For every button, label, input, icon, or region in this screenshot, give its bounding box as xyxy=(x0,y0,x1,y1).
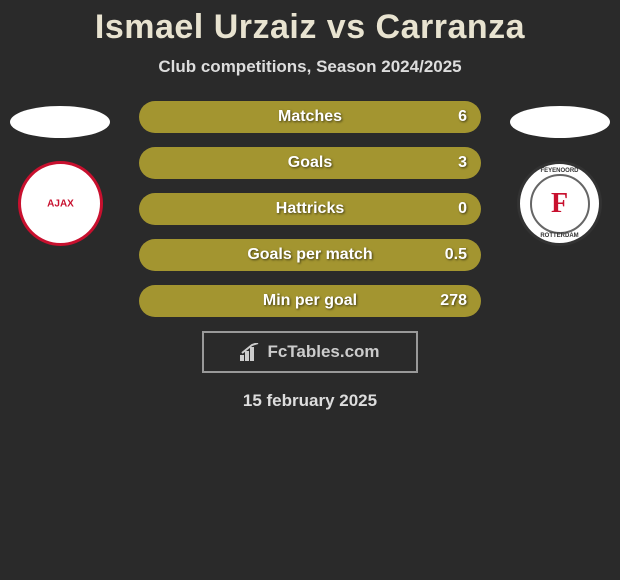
stat-value-right: 0.5 xyxy=(445,246,467,264)
stat-label: Hattricks xyxy=(276,200,344,218)
stat-value-right: 0 xyxy=(458,200,467,218)
stat-value-right: 6 xyxy=(458,108,467,126)
right-ellipse xyxy=(510,106,610,138)
page-title: Ismael Urzaiz vs Carranza xyxy=(0,0,620,47)
stat-bar-min-per-goal: Min per goal 278 xyxy=(139,285,481,317)
stat-bar-goals: Goals 3 xyxy=(139,147,481,179)
stat-bar-goals-per-match: Goals per match 0.5 xyxy=(139,239,481,271)
watermark-text: FcTables.com xyxy=(267,342,379,362)
ajax-badge-text: AJAX xyxy=(47,198,74,209)
stat-bars: Matches 6 Goals 3 Hattricks 0 Goals per … xyxy=(139,101,481,317)
subtitle: Club competitions, Season 2024/2025 xyxy=(0,57,620,77)
stat-bar-matches: Matches 6 xyxy=(139,101,481,133)
right-club-badge: FEYENOORD F ROTTERDAM xyxy=(517,161,602,246)
left-ellipse xyxy=(10,106,110,138)
stat-label: Matches xyxy=(278,108,342,126)
stat-label: Goals xyxy=(288,154,332,172)
left-club-badge: AJAX xyxy=(18,161,103,246)
stat-bar-hattricks: Hattricks 0 xyxy=(139,193,481,225)
stat-value-right: 3 xyxy=(458,154,467,172)
chart-icon xyxy=(240,343,262,361)
date-text: 15 february 2025 xyxy=(0,391,620,411)
watermark: FcTables.com xyxy=(202,331,418,373)
feyenoord-f: F xyxy=(551,188,568,220)
feyenoord-inner-circle: F xyxy=(530,174,590,234)
stat-value-right: 278 xyxy=(440,292,467,310)
feyenoord-bottom-text: ROTTERDAM xyxy=(540,233,578,239)
comparison-content: AJAX FEYENOORD F ROTTERDAM Matches 6 Goa… xyxy=(0,101,620,411)
stat-label: Goals per match xyxy=(247,246,372,264)
stat-label: Min per goal xyxy=(263,292,357,310)
